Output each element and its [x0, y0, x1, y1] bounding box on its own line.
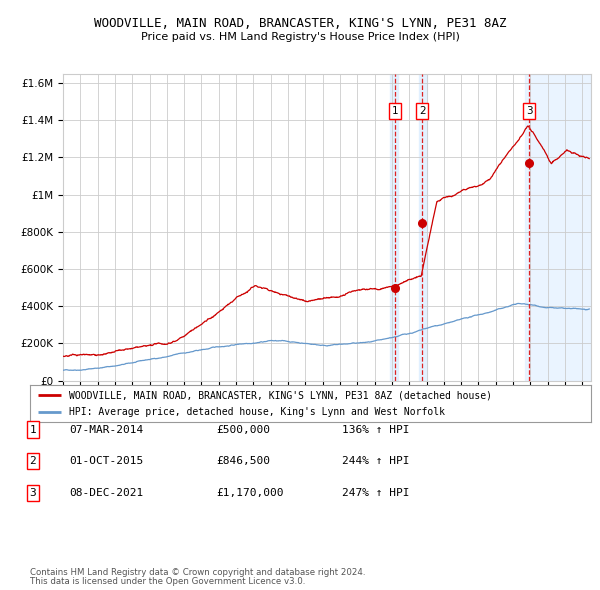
Text: 244% ↑ HPI: 244% ↑ HPI [342, 457, 409, 466]
Bar [419, 74, 427, 381]
Text: HPI: Average price, detached house, King's Lynn and West Norfolk: HPI: Average price, detached house, King… [69, 407, 445, 417]
Text: 136% ↑ HPI: 136% ↑ HPI [342, 425, 409, 434]
Text: 3: 3 [526, 106, 533, 116]
Bar [390, 74, 398, 381]
Text: 08-DEC-2021: 08-DEC-2021 [69, 489, 143, 498]
Text: £1,170,000: £1,170,000 [216, 489, 284, 498]
Text: £846,500: £846,500 [216, 457, 270, 466]
Text: 1: 1 [392, 106, 398, 116]
Text: 2: 2 [29, 457, 37, 466]
Text: 07-MAR-2014: 07-MAR-2014 [69, 425, 143, 434]
Text: WOODVILLE, MAIN ROAD, BRANCASTER, KING'S LYNN, PE31 8AZ: WOODVILLE, MAIN ROAD, BRANCASTER, KING'S… [94, 17, 506, 30]
Bar [525, 74, 591, 381]
Text: Price paid vs. HM Land Registry's House Price Index (HPI): Price paid vs. HM Land Registry's House … [140, 32, 460, 42]
Text: WOODVILLE, MAIN ROAD, BRANCASTER, KING'S LYNN, PE31 8AZ (detached house): WOODVILLE, MAIN ROAD, BRANCASTER, KING'S… [69, 390, 492, 400]
Text: This data is licensed under the Open Government Licence v3.0.: This data is licensed under the Open Gov… [30, 578, 305, 586]
Text: 247% ↑ HPI: 247% ↑ HPI [342, 489, 409, 498]
Text: £500,000: £500,000 [216, 425, 270, 434]
Text: 1: 1 [29, 425, 37, 434]
Text: 01-OCT-2015: 01-OCT-2015 [69, 457, 143, 466]
Text: Contains HM Land Registry data © Crown copyright and database right 2024.: Contains HM Land Registry data © Crown c… [30, 568, 365, 577]
Text: 3: 3 [29, 489, 37, 498]
Text: 2: 2 [419, 106, 425, 116]
